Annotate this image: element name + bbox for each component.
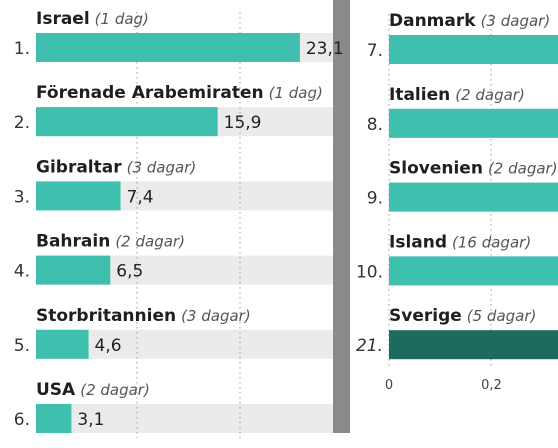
rank-label: 7.: [367, 41, 383, 61]
country-name: Italien: [389, 85, 450, 105]
bar-category-label: USA (2 dagar): [36, 380, 150, 400]
country-name: Storbritannien: [36, 306, 176, 326]
bar-value-label: 15,9: [224, 113, 262, 133]
vaccination-days: (3 dagar): [181, 307, 251, 325]
bar-value-label: 4,6: [95, 336, 122, 356]
country-name: Förenade Arabemiraten: [36, 83, 264, 103]
bar: [36, 33, 300, 62]
rank-label: 21.: [356, 336, 383, 356]
bar-category-label: Gibraltar (3 dagar): [36, 157, 196, 177]
rank-label: 1.: [14, 39, 30, 59]
rank-label: 5.: [14, 336, 30, 356]
bar: [36, 329, 89, 359]
bar: [36, 181, 121, 211]
bar-value-label: 3,1: [77, 410, 104, 430]
country-name: Danmark: [389, 11, 476, 31]
vaccination-days: (3 dagar): [481, 12, 551, 30]
rank-label: 10.: [356, 262, 383, 282]
rank-label: 8.: [367, 115, 383, 135]
x-tick-label: 0: [385, 378, 393, 393]
bar: [389, 35, 558, 64]
bar-value-label: 7,4: [127, 187, 154, 207]
country-name: USA: [36, 380, 76, 400]
bar: [389, 256, 558, 286]
bar-category-label: Förenade Arabemiraten (1 dag): [36, 83, 323, 103]
vaccination-days: (2 dagar): [115, 233, 185, 251]
bar-category-label: Italien (2 dagar): [389, 85, 525, 105]
bar-category-label: Bahrain (2 dagar): [36, 232, 185, 252]
bar: [389, 182, 558, 212]
vaccination-days: (1 dag): [269, 84, 323, 102]
rank-label: 3.: [14, 187, 30, 207]
bar-value-label: 6,5: [116, 262, 143, 282]
country-name: Israel: [36, 9, 90, 29]
bar: [389, 108, 558, 138]
rank-label: 2.: [14, 113, 30, 133]
vaccination-days: (5 dagar): [467, 307, 537, 325]
bar-category-label: Danmark (3 dagar): [389, 11, 550, 31]
bar: [389, 330, 558, 360]
vaccination-days: (1 dag): [95, 10, 149, 28]
vaccination-days: (16 dagar): [452, 233, 531, 251]
bar-category-label: Slovenien (2 dagar): [389, 159, 558, 179]
rank-label: 9.: [367, 189, 383, 209]
bar: [36, 404, 72, 433]
country-name: Sverige: [389, 306, 462, 326]
bar-category-label: Israel (1 dag): [36, 9, 149, 29]
vaccination-days: (2 dagar): [488, 160, 558, 178]
country-name: Island: [389, 232, 447, 252]
country-name: Slovenien: [389, 159, 483, 179]
bar-category-label: Sverige (5 dagar): [389, 306, 536, 326]
vaccination-days: (2 dagar): [455, 86, 525, 104]
vaccination-days: (3 dagar): [127, 158, 197, 176]
panel-divider: [333, 0, 350, 433]
bar-track: [36, 404, 333, 433]
rank-label: 6.: [14, 410, 30, 430]
bar: [36, 255, 111, 285]
bar-category-label: Storbritannien (3 dagar): [36, 306, 251, 326]
bar: [36, 107, 218, 137]
country-name: Bahrain: [36, 232, 110, 252]
country-name: Gibraltar: [36, 157, 122, 177]
bar-value-label: 23,1: [306, 39, 344, 59]
vaccination-days: (2 dagar): [80, 381, 150, 399]
x-tick-label: 0,2: [481, 378, 502, 393]
bar-category-label: Island (16 dagar): [389, 232, 531, 252]
rank-label: 4.: [14, 262, 30, 282]
